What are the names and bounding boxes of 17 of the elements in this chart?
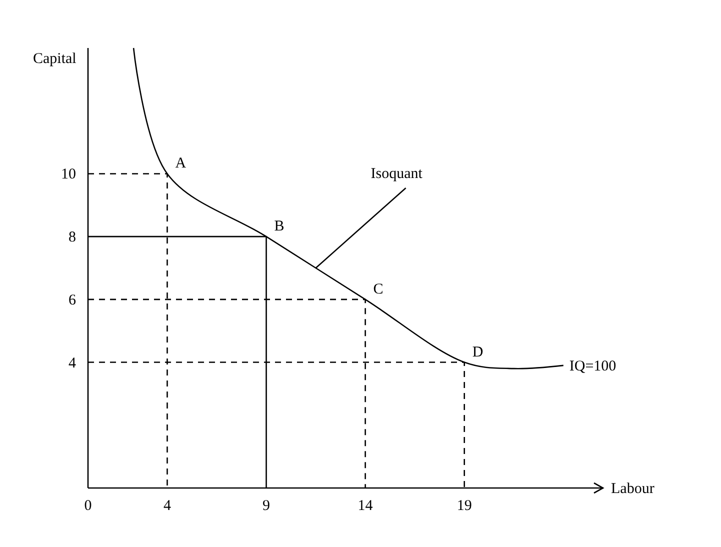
x-tick-label: 19 <box>456 498 472 514</box>
y-tick-label: 10 <box>61 166 76 183</box>
x-tick-label: 14 <box>358 498 374 514</box>
annotation: A <box>175 156 186 172</box>
series-label: IQ=100 <box>569 358 616 374</box>
x-tick-label: 9 <box>262 498 270 514</box>
annotation: D <box>472 344 484 360</box>
y-tick-label: 8 <box>68 230 76 246</box>
y-tick-label: 6 <box>68 292 76 308</box>
annotation: Isoquant <box>370 166 424 182</box>
x-tick-label: 4 <box>163 498 172 514</box>
annotation: C <box>373 281 384 298</box>
y-axis-title: Capital <box>33 51 76 67</box>
x-axis-title: Labour <box>611 481 654 497</box>
x-tick-label: 0 <box>84 498 92 514</box>
annotation: B <box>274 218 284 235</box>
y-tick-label: 4 <box>68 355 76 372</box>
